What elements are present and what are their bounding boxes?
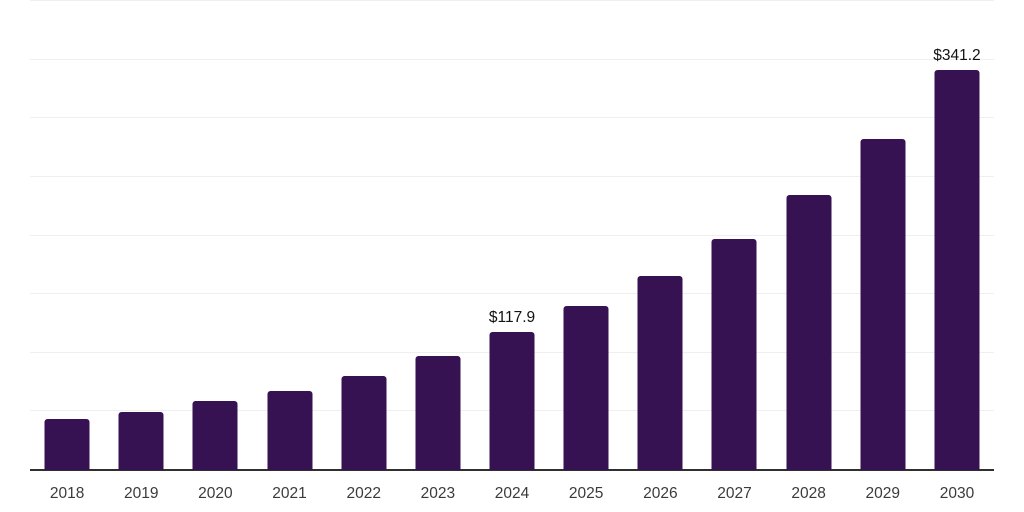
bar-2018[interactable] <box>44 418 90 470</box>
x-tick-2025: 2025 <box>568 485 604 502</box>
gridline-400 <box>30 0 994 1</box>
bar-cell-2018 <box>30 0 104 470</box>
bar-2030[interactable] <box>934 69 980 470</box>
bars-layer: $117.9 $341.2 <box>30 0 994 470</box>
x-tick-2021: 2021 <box>272 485 307 502</box>
bar-cell-2030: $341.2 <box>920 0 994 470</box>
gridline-350 <box>30 58 994 60</box>
bar-2026[interactable] <box>637 275 683 470</box>
bar-cell-2027 <box>697 0 771 470</box>
bar-2025[interactable] <box>563 306 609 470</box>
x-tick-2020: 2020 <box>198 485 233 502</box>
bar-2027[interactable] <box>711 238 757 470</box>
bar-2019[interactable] <box>118 411 164 470</box>
bar-cell-2024: $117.9 <box>475 0 549 470</box>
bar-cell-2029 <box>846 0 920 470</box>
bar-cell-2020 <box>178 0 252 470</box>
bar-2022[interactable] <box>341 376 387 470</box>
bar-cell-2028 <box>772 0 846 470</box>
gridline-250 <box>30 175 994 177</box>
gridline-150 <box>30 293 994 295</box>
bar-2024[interactable] <box>489 331 535 470</box>
x-axis-line <box>30 469 994 471</box>
x-tick-2022: 2022 <box>346 485 381 502</box>
bar-cell-2022 <box>327 0 401 470</box>
value-label-2024: $117.9 <box>488 308 536 326</box>
x-tick-2019: 2019 <box>123 485 159 502</box>
bar-cell-2019 <box>104 0 178 470</box>
bar-2028[interactable] <box>786 194 832 470</box>
gridline-300 <box>30 117 994 119</box>
bar-2029[interactable] <box>860 138 906 470</box>
gridline-200 <box>30 234 994 236</box>
x-tick-2018: 2018 <box>49 485 85 502</box>
bar-cell-2025 <box>549 0 623 470</box>
x-tick-2028: 2028 <box>791 485 826 502</box>
bar-2020[interactable] <box>192 400 238 470</box>
bar-2023[interactable] <box>415 356 461 470</box>
x-axis-tick-labels: 2018 2019 2020 2021 2022 2023 2024 2025 2026 2027… <box>30 484 994 504</box>
bar-2021[interactable] <box>267 391 313 470</box>
bar-cell-2026 <box>623 0 697 470</box>
x-tick-2024: 2024 <box>494 485 530 502</box>
value-label-2030: $341.2 <box>933 46 981 64</box>
x-tick-2023: 2023 <box>420 485 456 502</box>
x-tick-2027: 2027 <box>717 485 752 502</box>
plot-area: $117.9 $341.2 <box>30 0 994 471</box>
x-tick-2030: 2030 <box>939 485 975 502</box>
bar-cell-2021 <box>252 0 326 470</box>
x-tick-2029: 2029 <box>865 485 901 502</box>
bar-cell-2023 <box>401 0 475 470</box>
x-tick-2026: 2026 <box>643 485 678 502</box>
